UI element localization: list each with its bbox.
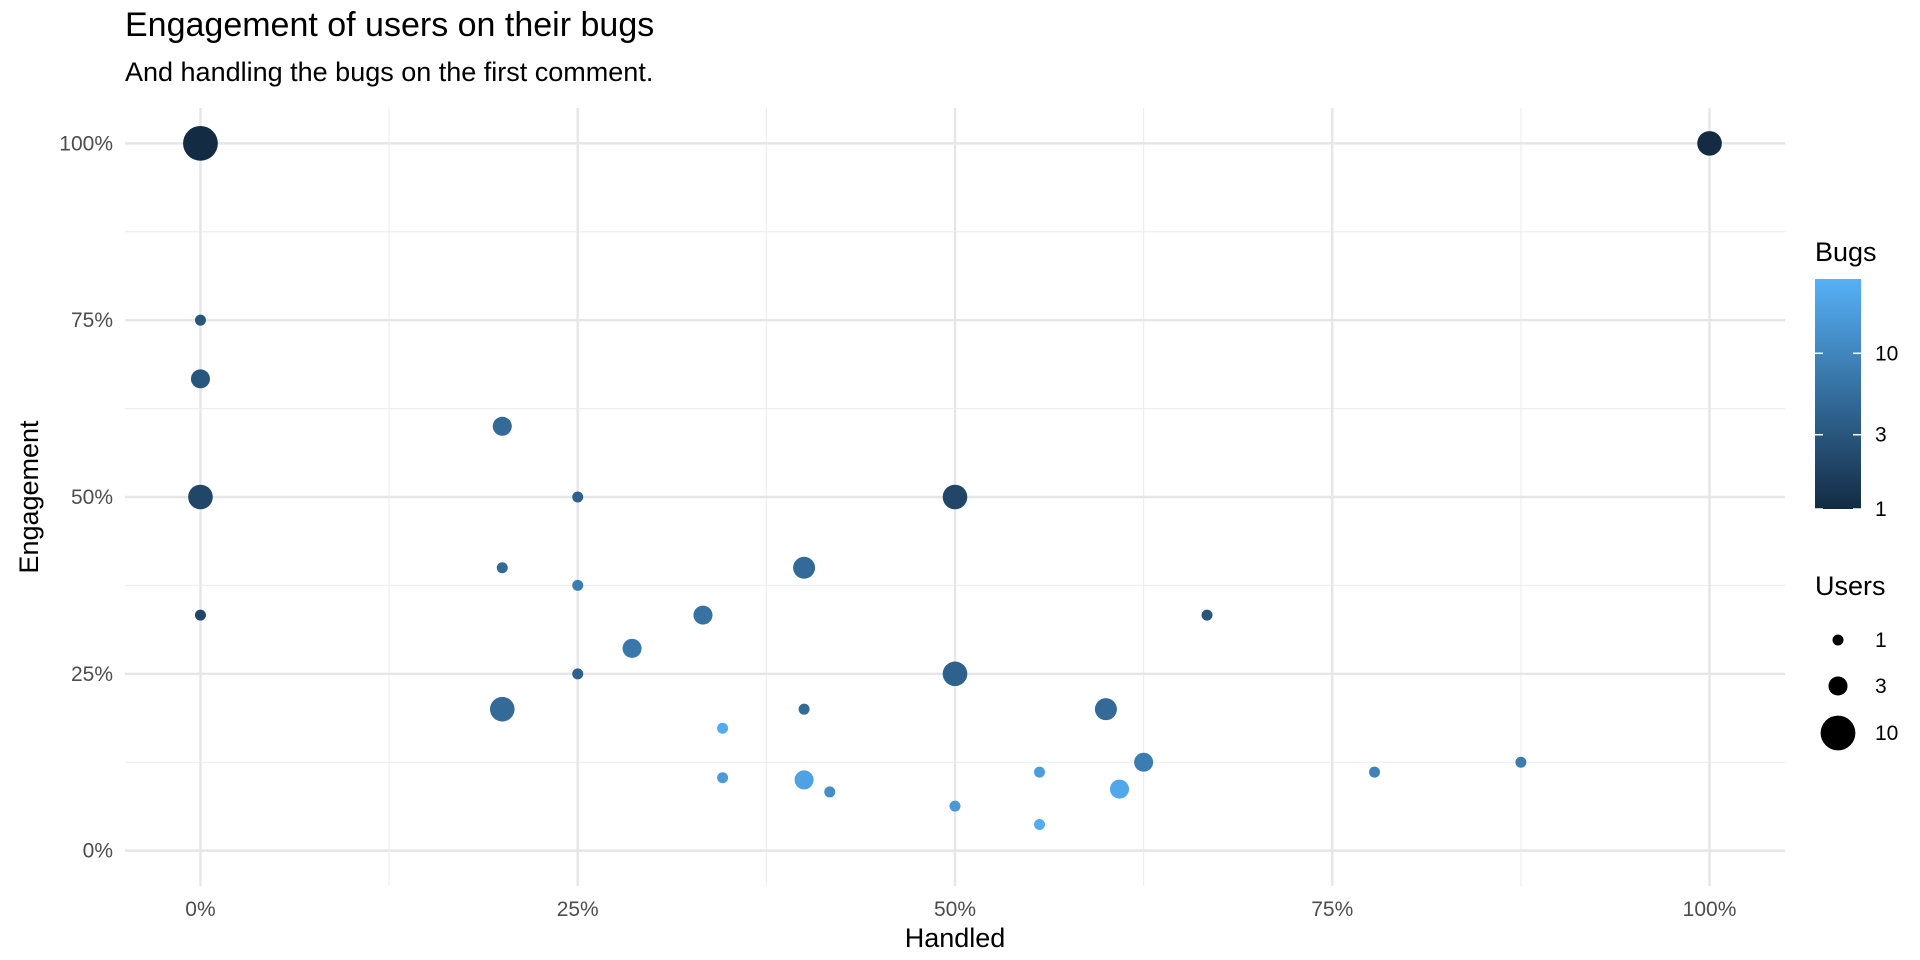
y-tick-label: 50% xyxy=(71,486,113,509)
data-point xyxy=(1109,779,1130,799)
data-point xyxy=(496,562,508,574)
y-tick-label: 100% xyxy=(59,132,113,155)
data-point xyxy=(572,491,584,503)
x-tick-label: 75% xyxy=(1311,898,1353,921)
data-point xyxy=(824,786,836,798)
users-legend-key xyxy=(1832,634,1844,646)
bugs-legend-label: 3 xyxy=(1875,424,1887,447)
data-point xyxy=(188,484,213,510)
data-point xyxy=(793,556,816,579)
users-legend-title: Users xyxy=(1815,571,1886,601)
data-point xyxy=(1515,756,1527,768)
users-legend-key xyxy=(1828,676,1848,696)
chart-subtitle: And handling the bugs on the first comme… xyxy=(125,57,654,87)
bugs-legend-title: Bugs xyxy=(1815,237,1877,267)
data-point xyxy=(1369,766,1381,778)
chart-title: Engagement of users on their bugs xyxy=(125,6,655,44)
legend-area: Bugs 1 3 10 Users 1 3 10 xyxy=(1815,237,1898,751)
bugs-colorbar xyxy=(1815,279,1861,509)
data-point xyxy=(1201,609,1213,621)
x-tick-label: 100% xyxy=(1683,898,1737,921)
plot-area: 0% 25% 50% 75% 100% 0% 25% 50% 75% 100% Handled Eng… xyxy=(14,108,1785,953)
y-tick-label: 0% xyxy=(83,840,113,863)
data-point xyxy=(489,696,515,722)
data-point xyxy=(798,703,810,715)
users-legend-label: 3 xyxy=(1875,675,1887,698)
data-point xyxy=(1034,818,1046,830)
data-point xyxy=(194,314,206,326)
data-point xyxy=(183,125,218,161)
data-point xyxy=(190,369,210,389)
y-tick-label: 75% xyxy=(71,309,113,332)
data-point xyxy=(942,484,968,510)
x-tick-label: 25% xyxy=(557,898,599,921)
data-point xyxy=(1094,698,1117,721)
x-tick-label: 0% xyxy=(185,898,215,921)
data-point xyxy=(949,800,961,812)
bugs-legend-label: 10 xyxy=(1875,342,1898,365)
data-point xyxy=(622,638,642,658)
data-point xyxy=(1697,131,1722,156)
x-tick-label: 50% xyxy=(934,898,976,921)
data-point xyxy=(794,770,814,790)
users-legend-label: 10 xyxy=(1875,722,1898,745)
users-legend-label: 1 xyxy=(1875,629,1887,652)
data-point xyxy=(194,609,206,621)
y-tick-label: 25% xyxy=(71,663,113,686)
data-point xyxy=(717,772,729,784)
data-point xyxy=(572,579,584,591)
data-point xyxy=(942,661,968,687)
data-point xyxy=(572,668,584,680)
data-point xyxy=(492,416,512,436)
bugs-legend-label: 1 xyxy=(1875,498,1887,521)
data-point xyxy=(1034,766,1046,778)
data-point xyxy=(1134,752,1154,772)
y-axis-title: Engagement xyxy=(14,420,44,574)
data-point xyxy=(693,605,713,625)
data-point xyxy=(717,722,729,734)
x-axis-title: Handled xyxy=(905,923,1006,953)
users-legend-key xyxy=(1820,715,1856,751)
